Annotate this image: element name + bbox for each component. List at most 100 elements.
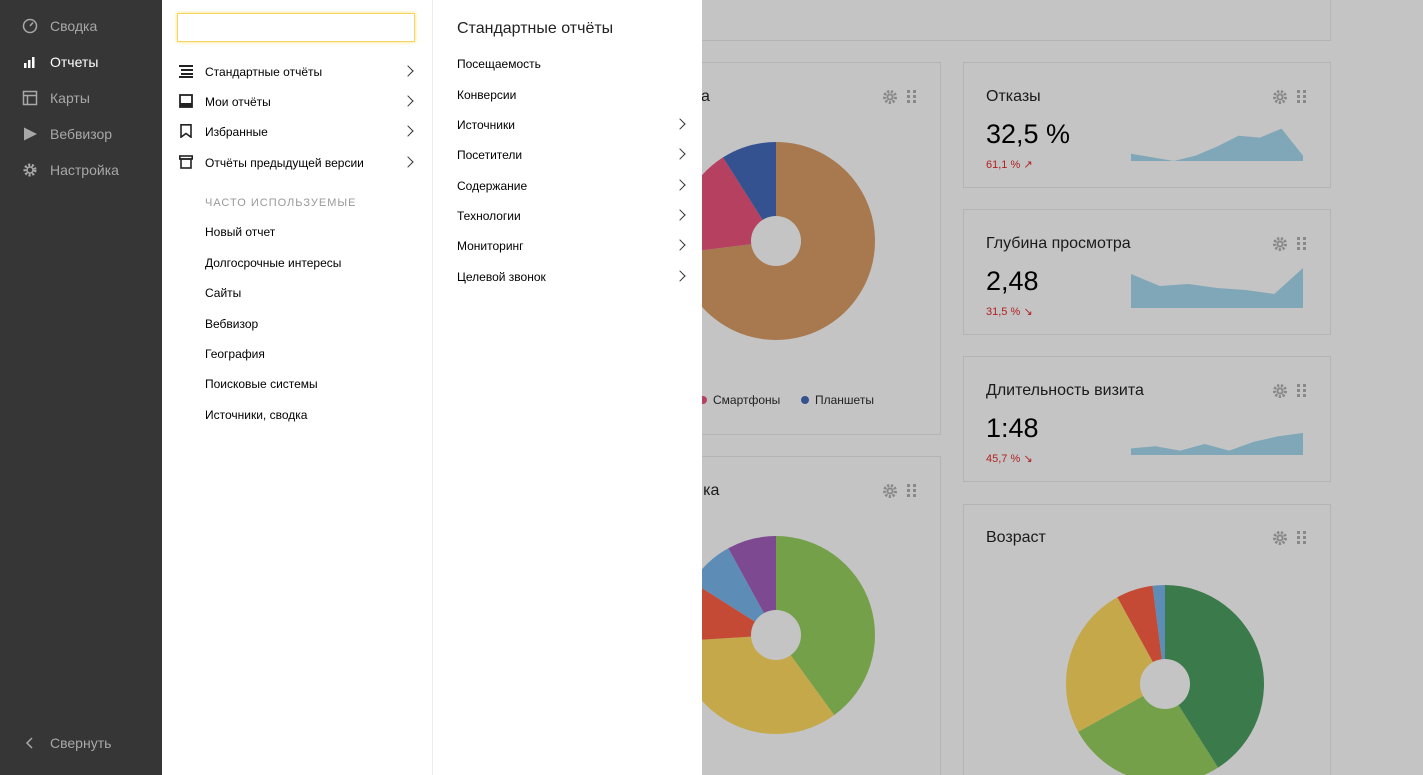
bounce-value: 32,5 % <box>986 119 1071 149</box>
drag-handle-icon[interactable] <box>1297 531 1307 545</box>
drag-handle-icon[interactable] <box>907 90 917 104</box>
submenu-item-label: Мониторинг <box>457 239 524 253</box>
nav-item-settings[interactable]: Настройка <box>0 155 162 185</box>
depth-delta: 31,5 % ↘ <box>986 305 1033 318</box>
drag-handle-icon[interactable] <box>1297 237 1307 251</box>
trend-down-icon: ↘ <box>1023 453 1033 465</box>
chevron-right-icon <box>674 239 686 251</box>
submenu-item-traffic[interactable]: Посещаемость <box>433 52 702 76</box>
chevron-right-icon <box>402 65 414 77</box>
submenu-item-content[interactable]: Содержание <box>433 174 702 198</box>
nav-item-summary[interactable]: Сводка <box>0 11 162 41</box>
submenu-title: Стандартные отчёты <box>457 20 614 37</box>
duration-card: Длительность визита 1:48 45,7 % ↘ <box>963 356 1331 482</box>
chevron-left-icon <box>25 737 33 749</box>
chevron-right-icon <box>674 118 686 130</box>
left-nav: Сводка Отчеты Карты Вебвизор Настройка С… <box>0 0 162 775</box>
nav-item-webvisor[interactable]: Вебвизор <box>0 119 162 149</box>
play-icon <box>24 127 37 141</box>
reports-search-input[interactable] <box>177 13 415 42</box>
frequent-item[interactable]: Новый отчет <box>205 225 276 239</box>
pie-slice <box>692 548 776 635</box>
submenu-item-label: Целевой звонок <box>457 270 546 284</box>
gear-icon[interactable] <box>881 88 899 106</box>
frequent-item[interactable]: Долгосрочные интересы <box>205 256 342 270</box>
sparkline-area <box>1131 268 1303 308</box>
depth-card: Глубина просмотра 2,48 31,5 % ↘ <box>963 209 1331 335</box>
delta-text: 31,5 % <box>986 306 1021 318</box>
menu-item-old-version-reports[interactable]: Отчёты предыдущей версии <box>162 151 432 175</box>
chevron-right-icon <box>402 95 414 107</box>
donut-hole <box>1140 659 1190 709</box>
submenu-item-technology[interactable]: Технологии <box>433 204 702 228</box>
age-title: Возраст <box>986 529 1046 546</box>
gear-icon[interactable] <box>1271 88 1289 106</box>
menu-item-standard-reports[interactable]: Стандартные отчёты <box>162 60 432 84</box>
menu-item-label: Отчёты предыдущей версии <box>205 156 364 170</box>
submenu-item-label: Конверсии <box>457 88 517 102</box>
frequent-item[interactable]: Источники, сводка <box>205 408 308 422</box>
age-card: Возраст <box>963 504 1331 775</box>
submenu-item-label: Посещаемость <box>457 57 541 71</box>
sparkline-area <box>1131 128 1303 161</box>
drag-handle-icon[interactable] <box>907 484 917 498</box>
frequent-item[interactable]: География <box>205 347 265 361</box>
depth-sparkline <box>1131 268 1303 308</box>
frequent-item[interactable]: Сайты <box>205 286 242 300</box>
chevron-right-icon <box>402 156 414 168</box>
devices-pie-chart <box>677 142 875 340</box>
chevron-right-icon <box>674 148 686 160</box>
frequent-section-title: ЧАСТО ИСПОЛЬЗУЕМЫЕ <box>205 197 357 209</box>
submenu-item-monitoring[interactable]: Мониторинг <box>433 234 702 258</box>
nav-item-label: Настройка <box>50 162 119 178</box>
menu-item-label: Стандартные отчёты <box>205 65 323 79</box>
nav-item-label: Вебвизор <box>50 126 113 142</box>
frequent-item[interactable]: Поисковые системы <box>205 377 318 391</box>
inbox-icon <box>179 94 193 108</box>
nav-item-label: Сводка <box>50 18 98 34</box>
drag-handle-icon[interactable] <box>1297 384 1307 398</box>
bookmark-icon <box>180 124 192 138</box>
pie-slice <box>1066 597 1165 732</box>
nav-item-maps[interactable]: Карты <box>0 83 162 113</box>
submenu-item-visitors[interactable]: Посетители <box>433 143 702 167</box>
collapse-button[interactable]: Свернуть <box>0 728 162 758</box>
gear-icon[interactable] <box>881 482 899 500</box>
donut-hole <box>751 610 801 660</box>
submenu-item-label: Технологии <box>457 209 521 223</box>
submenu-item-conversions[interactable]: Конверсии <box>433 83 702 107</box>
depth-title: Глубина просмотра <box>986 235 1131 252</box>
legend-label: Смартфоны <box>713 393 781 407</box>
drag-handle-icon[interactable] <box>1297 90 1307 104</box>
chevron-right-icon <box>402 125 414 137</box>
menu-item-my-reports[interactable]: Мои отчёты <box>162 90 432 114</box>
nav-item-reports[interactable]: Отчеты <box>0 47 162 77</box>
menu-item-label: Мои отчёты <box>205 95 271 109</box>
duration-title: Длительность визита <box>986 382 1144 399</box>
frequent-item[interactable]: Вебвизор <box>205 317 259 331</box>
delta-text: 61,1 % <box>986 159 1021 171</box>
bounce-sparkline <box>1131 128 1303 161</box>
trend-down-icon: ↘ <box>1023 306 1033 318</box>
nav-item-label: Карты <box>50 90 90 106</box>
menu-item-label: Избранные <box>205 125 268 139</box>
donut-hole <box>751 216 801 266</box>
legend-dot <box>801 396 809 404</box>
devices-title: а <box>701 88 710 105</box>
delta-text: 45,7 % <box>986 453 1021 465</box>
submenu-item-target-call[interactable]: Целевой звонок <box>433 265 702 289</box>
chevron-right-icon <box>674 179 686 191</box>
pie-slice <box>722 142 776 241</box>
gear-icon[interactable] <box>1271 382 1289 400</box>
gear-icon[interactable] <box>1271 235 1289 253</box>
speedometer-icon <box>22 18 38 34</box>
bounce-delta: 61,1 % ↗ <box>986 158 1033 171</box>
pie-slice <box>1117 585 1165 684</box>
pie-slice <box>776 536 875 716</box>
gear-icon[interactable] <box>1271 529 1289 547</box>
pie-slice <box>728 536 776 635</box>
menu-item-favorites[interactable]: Избранные <box>162 120 432 144</box>
submenu-item-sources[interactable]: Источники <box>433 113 702 137</box>
geography-pie-chart <box>677 536 875 734</box>
submenu-item-label: Источники <box>457 118 515 132</box>
